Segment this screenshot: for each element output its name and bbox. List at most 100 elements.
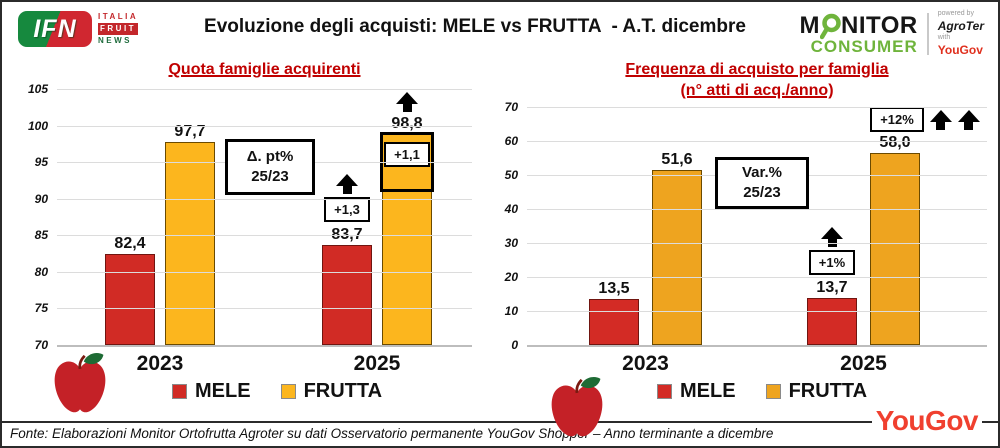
y-axis-tick-label: 0 xyxy=(511,338,518,352)
chart-title-line1: Frequenza di acquisto per famiglia xyxy=(625,61,889,78)
agroter-label: AgroTer xyxy=(937,18,984,33)
bar-value-label: 13,7 xyxy=(816,279,848,297)
gridline xyxy=(57,198,472,200)
bar-value-label: 58,0 xyxy=(879,134,911,151)
legend-item-mele: MELE xyxy=(172,380,251,403)
bar-value-label: 51,6 xyxy=(661,150,693,168)
legend-label: FRUTTA xyxy=(303,380,383,402)
gridline xyxy=(57,308,472,310)
y-axis-tick-label: 10 xyxy=(504,304,518,318)
chart-title: Quota famiglie acquirenti xyxy=(168,61,361,78)
gridline xyxy=(527,277,987,278)
delta-chip-frutta: +12% xyxy=(870,107,924,132)
delta-chip-mele: +1,3 xyxy=(324,196,370,222)
yougov-small-label: YouGov xyxy=(937,42,983,57)
bar-frutta-2023 xyxy=(165,142,215,345)
note-line1: Δ. pt% xyxy=(246,147,294,165)
monitor-nitor: NITOR xyxy=(841,12,918,40)
ifn-logo: IFN ITALIA FRUIT NEWS xyxy=(18,11,139,47)
gridline xyxy=(527,311,987,312)
x-axis-label-2025: 2025 xyxy=(353,352,401,375)
monitor-consumer-logo: M NITOR CONSUMER powered by AgroTer with… xyxy=(800,10,984,58)
legend-label: MELE xyxy=(195,380,251,402)
x-axis-label-2023: 2023 xyxy=(136,352,184,375)
monitor-m: M xyxy=(799,12,821,40)
y-axis-tick-label: 100 xyxy=(27,118,48,133)
delta-note-box: Var.% 25/23 xyxy=(715,157,809,209)
note-line2: 25/23 xyxy=(743,184,781,201)
plot-area: 13,5 51,6 +1% 13,7 +12% 58,0 xyxy=(505,100,987,375)
bar-mele-2023 xyxy=(105,254,155,345)
bar-group-frutta-2025: +12% 58,0 xyxy=(870,107,980,345)
delta-row-frutta: +12% xyxy=(870,107,980,132)
with-label: with xyxy=(937,33,951,41)
gridline xyxy=(57,125,472,127)
chart-title-line2: (n° atti di acq./anno) xyxy=(680,81,834,99)
mele-swatch xyxy=(657,384,672,399)
y-axis-tick-label: 80 xyxy=(34,264,48,279)
source-note: Fonte: Elaborazioni Monitor Ortofrutta A… xyxy=(10,426,774,441)
bar-group-mele-2025: +1,3 83,7 xyxy=(322,89,372,345)
legend: MELE FRUTTA xyxy=(172,380,382,403)
bar-group-frutta-2023: 97,7 xyxy=(165,89,215,345)
gridline xyxy=(527,345,987,347)
increase-arrow-icon xyxy=(396,92,418,113)
increase-arrow-icon xyxy=(957,109,980,130)
monitor-wordmark: M NITOR xyxy=(800,13,918,40)
legend-item-mele: MELE xyxy=(657,380,736,403)
footer-divider xyxy=(2,421,998,423)
y-axis-tick-label: 75 xyxy=(34,301,48,316)
ifn-wordmark: ITALIA FRUIT NEWS xyxy=(98,11,139,47)
bar-mele-2025 xyxy=(807,298,857,345)
powered-by-block: powered by AgroTer with YouGov xyxy=(938,10,984,58)
bar-group-mele-2025: +1% 13,7 xyxy=(807,107,857,345)
gridline xyxy=(57,89,472,90)
y-axis-tick-label: 30 xyxy=(504,236,518,250)
bar-group-mele-2023: 82,4 xyxy=(105,89,155,345)
note-line2: 25/23 xyxy=(251,168,289,185)
bar-group-mele-2023: 13,5 xyxy=(589,107,639,345)
gridline xyxy=(527,209,987,210)
powered-by-label: powered by xyxy=(937,10,974,17)
gridline xyxy=(57,271,472,273)
gridline xyxy=(57,235,472,237)
legend: MELE FRUTTA xyxy=(657,380,867,403)
bar-mele-2023 xyxy=(589,299,639,345)
ifn-italia-label: ITALIA xyxy=(98,12,139,21)
ifn-fruit-label: FRUIT xyxy=(98,23,139,35)
bar-frutta-2025: +1,1 xyxy=(380,132,434,345)
x-axis-label-2025: 2025 xyxy=(840,352,887,375)
bar-value-label: 98,8 xyxy=(391,115,423,133)
gridline xyxy=(527,107,987,108)
increase-arrow-icon xyxy=(929,109,952,130)
logo-divider xyxy=(926,12,929,55)
y-axis-tick-label: 95 xyxy=(34,155,48,170)
y-axis-tick-label: 60 xyxy=(504,134,518,148)
apple-icon xyxy=(54,353,106,413)
legend-item-frutta: FRUTTA xyxy=(765,380,867,403)
frutta-swatch xyxy=(765,384,781,399)
ifn-news-label: NEWS xyxy=(98,36,132,45)
ifn-badge: IFN xyxy=(18,11,92,47)
bar-value-label: 82,4 xyxy=(114,235,146,253)
bar-frutta-2023 xyxy=(652,169,702,345)
mele-swatch xyxy=(172,384,187,399)
bar-mele-2025 xyxy=(322,244,372,345)
legend-label: MELE xyxy=(680,380,736,402)
y-axis-tick-label: 70 xyxy=(504,100,518,114)
x-axis-label-2023: 2023 xyxy=(622,352,669,375)
bar-value-label: 97,7 xyxy=(174,123,206,141)
y-axis-tick-label: 70 xyxy=(34,338,48,352)
gridline xyxy=(527,141,987,142)
delta-chip-mele: +1% xyxy=(808,250,856,276)
y-axis-tick-label: 85 xyxy=(34,228,48,243)
frutta-swatch xyxy=(280,384,296,399)
apple-icon xyxy=(551,377,603,437)
gridline xyxy=(527,243,987,244)
plot-area: 82,4 97,7 +1,3 83,7 98,8 +1,1 xyxy=(28,82,472,375)
bar-value-label: 13,5 xyxy=(598,280,630,298)
delta-chip-frutta: +1,1 xyxy=(384,142,430,168)
y-axis-tick-label: 105 xyxy=(27,82,48,96)
consumer-wordmark: CONSUMER xyxy=(810,36,918,56)
